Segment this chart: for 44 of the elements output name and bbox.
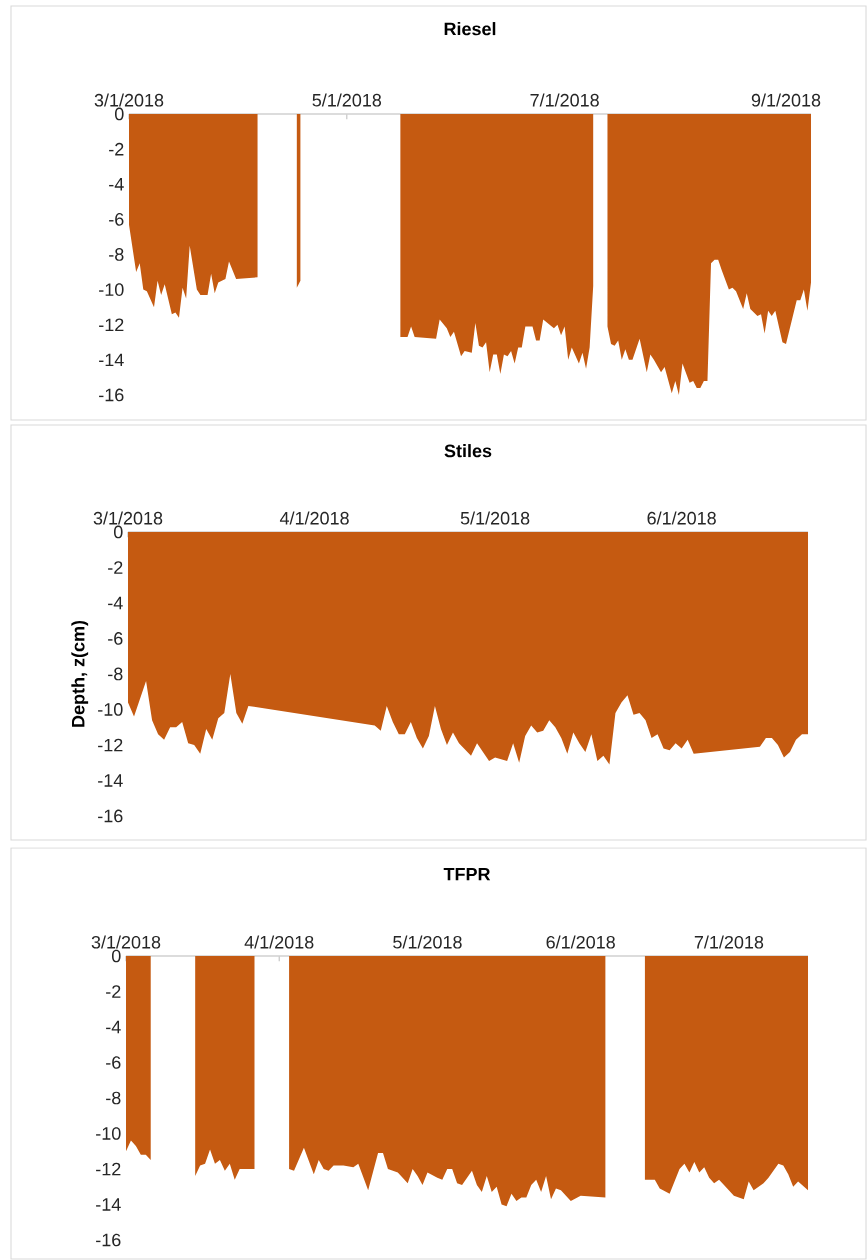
y-tick-label: -16 (96, 1233, 121, 1247)
y-tick-label: 0 (113, 525, 123, 539)
y-tick-label: -8 (106, 1091, 121, 1105)
y-tick-label: -4 (106, 1020, 121, 1034)
x-tick-label: 3/1/2018 (91, 935, 161, 949)
chart-title: TFPR (443, 867, 491, 881)
x-tick-label: 6/1/2018 (546, 935, 615, 949)
chart-title: Stiles (444, 444, 492, 458)
y-tick-label: -4 (109, 178, 124, 191)
x-tick-label: 7/1/2018 (694, 935, 764, 949)
y-tick-label: -14 (96, 1198, 121, 1211)
y-tick-label: -12 (99, 318, 124, 332)
x-tick-label: 7/1/2018 (530, 93, 599, 107)
y-tick-label: -10 (96, 1127, 121, 1140)
y-tick-label: -8 (109, 248, 124, 261)
x-tick-label: 5/1/2018 (393, 935, 462, 949)
y-tick-label: -8 (108, 667, 123, 681)
x-tick-label: 4/1/2018 (244, 935, 314, 949)
x-tick-label: 4/1/2018 (279, 511, 349, 525)
x-tick-label: 5/1/2018 (312, 93, 382, 107)
y-tick-label: -6 (106, 1056, 121, 1069)
y-tick-label: -12 (98, 738, 123, 752)
y-tick-label: -14 (98, 774, 123, 787)
y-tick-label: -10 (98, 703, 123, 716)
x-tick-label: 5/1/2018 (460, 511, 530, 525)
y-tick-label: -2 (108, 561, 123, 574)
y-tick-label: -16 (99, 388, 124, 402)
y-tick-label: 0 (114, 107, 124, 121)
x-tick-label: 3/1/2018 (94, 93, 164, 107)
x-tick-label: 3/1/2018 (93, 511, 163, 525)
y-tick-label: -4 (108, 596, 123, 610)
y-tick-label: -6 (108, 632, 123, 645)
y-tick-label: -6 (109, 212, 124, 226)
y-tick-label: -12 (96, 1162, 121, 1176)
y-tick-label: 0 (111, 949, 121, 963)
y-tick-label: -14 (99, 353, 124, 367)
x-tick-label: 6/1/2018 (647, 511, 716, 525)
y-tick-label: -16 (98, 809, 123, 823)
chart-title: Riesel (444, 22, 496, 36)
y-tick-label: -10 (99, 283, 124, 296)
y-axis-title: Depth, z(cm) (71, 620, 89, 727)
y-tick-label: -2 (109, 142, 124, 156)
x-tick-label: 9/1/2018 (751, 93, 821, 107)
y-tick-label: -2 (106, 985, 121, 998)
